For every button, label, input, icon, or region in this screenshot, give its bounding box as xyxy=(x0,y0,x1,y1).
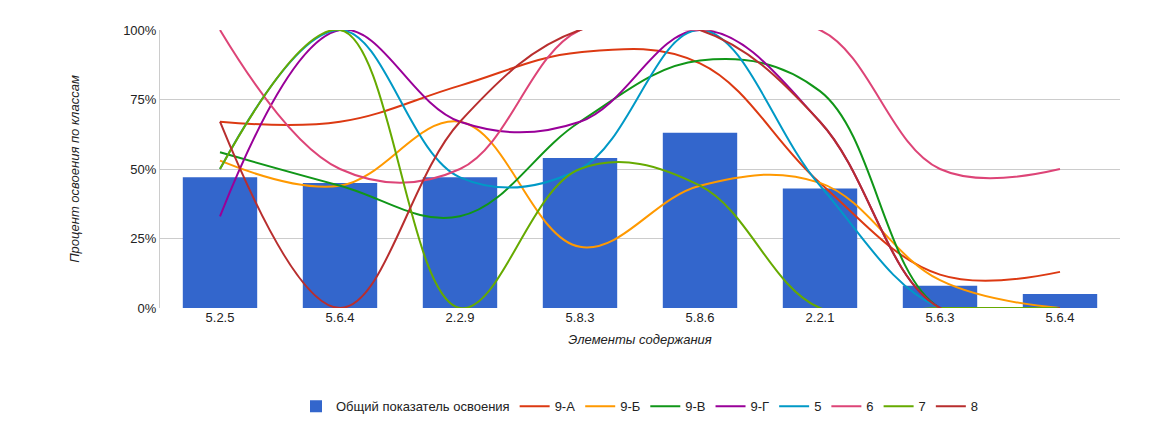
svg-text:5.2.5: 5.2.5 xyxy=(206,310,235,325)
svg-text:2.2.1: 2.2.1 xyxy=(806,310,835,325)
svg-text:0%: 0% xyxy=(138,301,157,316)
svg-text:75%: 75% xyxy=(130,92,156,107)
svg-text:2.2.9: 2.2.9 xyxy=(446,310,475,325)
svg-text:5.8.6: 5.8.6 xyxy=(686,310,715,325)
svg-text:9-А: 9-А xyxy=(555,399,576,414)
svg-text:5.6.4: 5.6.4 xyxy=(1046,310,1075,325)
svg-text:5.6.4: 5.6.4 xyxy=(326,310,355,325)
svg-text:9-Б: 9-Б xyxy=(620,399,640,414)
svg-text:Общий показатель освоения: Общий показатель освоения xyxy=(336,399,510,414)
svg-text:Процент освоения по классам: Процент освоения по классам xyxy=(67,75,82,263)
svg-text:Элементы содержания: Элементы содержания xyxy=(568,332,712,347)
svg-text:9-В: 9-В xyxy=(685,399,705,414)
svg-text:100%: 100% xyxy=(123,23,157,38)
svg-text:6: 6 xyxy=(866,399,873,414)
svg-text:50%: 50% xyxy=(130,162,156,177)
svg-text:9-Г: 9-Г xyxy=(751,399,770,414)
svg-text:7: 7 xyxy=(919,399,926,414)
svg-text:25%: 25% xyxy=(130,231,156,246)
svg-text:5.6.3: 5.6.3 xyxy=(926,310,955,325)
svg-text:8: 8 xyxy=(971,399,978,414)
svg-text:5.8.3: 5.8.3 xyxy=(566,310,595,325)
svg-text:5: 5 xyxy=(814,399,821,414)
